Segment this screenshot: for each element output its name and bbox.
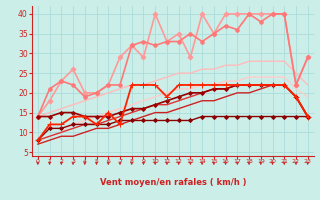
X-axis label: Vent moyen/en rafales ( km/h ): Vent moyen/en rafales ( km/h ): [100, 178, 246, 187]
